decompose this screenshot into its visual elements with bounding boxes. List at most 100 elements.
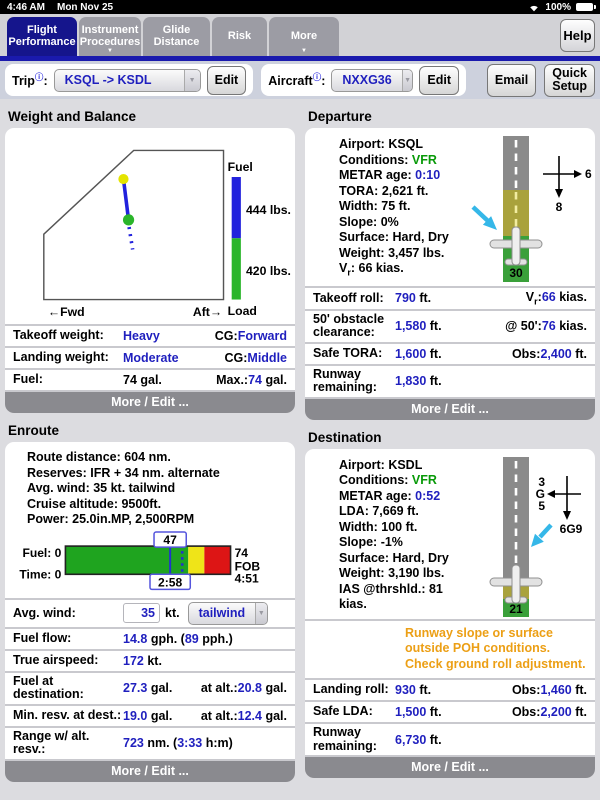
help-button[interactable]: Help [560,19,595,52]
airplane-icon [489,564,543,603]
approach-arrow-icon [531,522,553,547]
approach-arrow-icon [471,205,497,230]
aircraft-group: Aircraftⓘ: NXXG36 ▼ Edit [261,64,466,96]
svg-text:444 lbs.: 444 lbs. [246,203,291,217]
svg-text:Fuel: Fuel [228,160,253,174]
aircraft-edit-button[interactable]: Edit [419,65,459,95]
clock: 4:46 AM [7,1,45,13]
tab-bar: Flight Performance Instrument Procedures… [0,14,600,56]
info-icon[interactable]: ⓘ [312,72,322,83]
date: Mon Nov 25 [56,1,114,13]
load-bar [231,238,241,300]
dropdown-arrow-icon: ▼ [401,69,413,91]
svg-text:5: 5 [538,499,545,513]
table-row: Range w/ alt. resv.: 723 nm. (3:33 h:m) [5,725,295,759]
table-row: Runway remaining: 1,830 ft. [305,363,595,397]
svg-text:74: 74 [235,546,249,560]
departure-title: Departure [308,109,372,124]
dropdown-arrow-icon: ▼ [183,69,200,91]
wind-direction-select[interactable]: tailwind ▼ [187,601,268,625]
table-row: Takeoff weight: Heavy CG:Forward [5,324,295,346]
svg-text:2:58: 2:58 [158,575,182,589]
trip-group: Tripⓘ: KSQL -> KSDL ▼ Edit [5,64,254,96]
battery-percent: 100% [545,1,571,13]
svg-text:Load: Load [228,304,257,318]
svg-text:3: 3 [538,475,545,489]
info-icon[interactable]: ⓘ [34,72,44,83]
svg-text:4:51: 4:51 [235,571,259,585]
tab-risk[interactable]: Risk [212,17,267,56]
runway-warning-message: Runway slope or surface outside POH cond… [305,618,595,679]
enroute-title: Enroute [8,423,60,439]
avg-wind-input[interactable] [123,603,160,624]
svg-text:Time: 0: Time: 0 [19,567,61,581]
svg-text:6: 6 [585,167,592,181]
wind-indicator: 3 G 5 6G9 [536,475,583,536]
svg-text:420 lbs.: 420 lbs. [246,264,291,278]
table-row: Fuel at destination: 27.3 gal. at alt.:2… [5,670,295,704]
trip-label: Tripⓘ: [12,72,48,89]
svg-text:47: 47 [163,533,177,547]
active-tab-strip [0,56,600,61]
email-button[interactable]: Email [486,63,537,97]
weight-balance-card: ←Fwd Aft→ Fuel 444 lbs. 420 lbs. Load Ta… [5,128,295,414]
table-row: Landing weight: Moderate CG:Middle [5,346,295,368]
cg-envelope-chart: ←Fwd Aft→ Fuel 444 lbs. 420 lbs. Load [43,149,291,319]
runway-number: 21 [509,602,523,616]
svg-text:←Fwd: ←Fwd [48,305,85,319]
takeoff-cg-point [118,173,129,185]
fuel-remaining-gauge: 47 2:58 Fuel: 0 Time: 0 74 FOB 4:51 [19,530,261,590]
chevron-down-icon: ▼ [301,48,307,54]
departure-card: Airport: KSQL Conditions: VFR METAR age:… [305,128,595,420]
tab-more[interactable]: More ▼ [269,17,339,56]
aircraft-label: Aircraftⓘ: [268,72,326,89]
wind-indicator: 6 8 [543,156,592,214]
tab-flight-performance[interactable]: Flight Performance [7,17,77,56]
aircraft-select[interactable]: NXXG36 ▼ [331,68,414,92]
table-row: Runway remaining: 6,730 ft. [305,722,595,755]
svg-text:Aft→: Aft→ [193,305,222,319]
table-row: Safe TORA: 1,600 ft. Obs:2,400 ft. [305,341,595,364]
table-row: Landing roll: 930 ft. Obs:1,460 ft. [305,678,595,700]
destination-card: Airport: KSDL Conditions: VFR METAR age:… [305,448,595,778]
enroute-card: Route distance: 604 nm. Reserves: IFR + … [5,442,295,782]
destination-info: Airport: KSDL Conditions: VFR METAR age:… [339,457,449,612]
avg-wind-row: Avg. wind: kt. tailwind ▼ [5,597,295,627]
tab-glide-distance[interactable]: Glide Distance [143,17,210,56]
table-row: Fuel flow: 14.8 gph. (89 pph.) [5,626,295,649]
svg-text:8: 8 [556,200,563,214]
table-row: Safe LDA: 1,500 ft. Obs:2,200 ft. [305,700,595,722]
dropdown-arrow-icon: ▼ [255,602,267,624]
tab-instrument-procedures[interactable]: Instrument Procedures ▼ [79,17,141,56]
runway-number: 30 [509,266,523,280]
fuel-bar [231,177,241,239]
svg-text:FOB: FOB [235,559,261,573]
battery-icon [576,3,596,11]
table-row: True airspeed: 172 kt. [5,648,295,671]
departure-runway-diagram: 6 8 [471,136,592,282]
destination-title: Destination [308,429,382,445]
trip-edit-button[interactable]: Edit [206,65,247,95]
chevron-down-icon: ▼ [107,48,113,54]
svg-text:Fuel: 0: Fuel: 0 [22,546,61,560]
table-row: Takeoff roll: 790 ft. Vr:66 kias. [305,286,595,309]
departure-info: Airport: KSQL Conditions: VFR METAR age:… [339,137,449,278]
weight-balance-more-edit-button[interactable]: More / Edit ... [5,390,295,414]
destination-more-edit-button[interactable]: More / Edit ... [305,755,595,778]
toolbar: Tripⓘ: KSQL -> KSDL ▼ Edit Aircraftⓘ: NX… [0,61,600,99]
destination-runway-diagram: 3 G 5 6G9 [489,456,583,617]
svg-text:6G9: 6G9 [560,522,583,536]
svg-text:G: G [536,487,545,501]
table-row: Min. resv. at dest.: 19.0 gal. at alt.:1… [5,703,295,726]
table-row: Fuel: 74 gal. Max.:74 gal. [5,368,295,390]
weight-balance-title: Weight and Balance [8,109,137,124]
enroute-more-edit-button[interactable]: More / Edit ... [5,758,295,782]
departure-more-edit-button[interactable]: More / Edit ... [305,396,595,420]
trip-select[interactable]: KSQL -> KSDL ▼ [53,68,201,92]
wifi-icon [528,3,540,12]
enroute-info: Route distance: 604 nm. Reserves: IFR + … [27,450,220,527]
quick-setup-button[interactable]: Quick Setup [544,63,595,97]
table-row: 50' obstacle clearance: 1,580 ft. @ 50':… [305,308,595,342]
airplane-icon [489,226,543,266]
